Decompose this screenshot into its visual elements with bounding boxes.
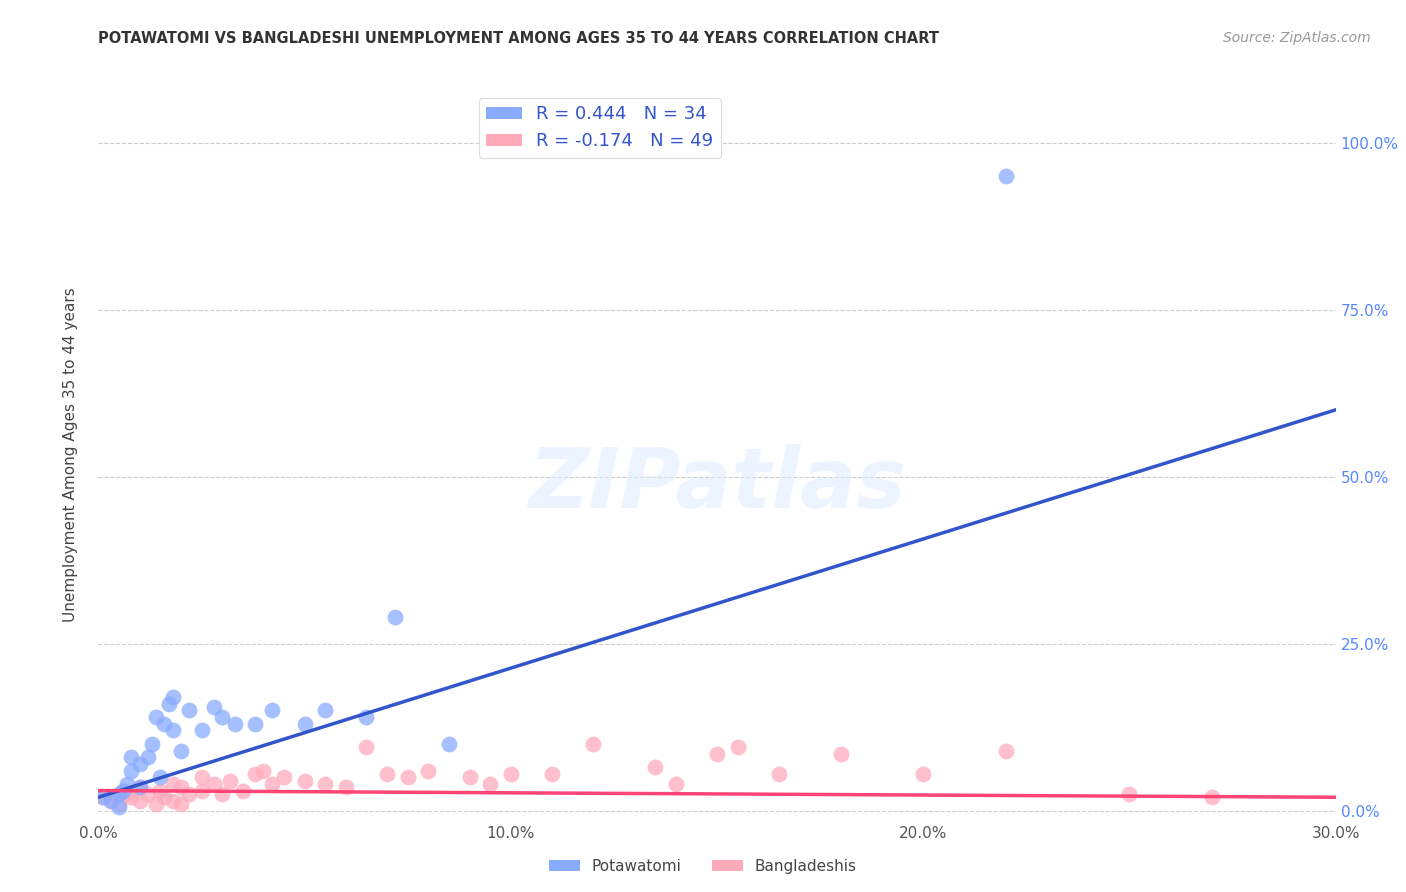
- Point: [1118, 787, 1140, 801]
- Point: [479, 777, 502, 791]
- Point: [190, 783, 212, 797]
- Point: [100, 794, 122, 808]
- Point: [100, 794, 122, 808]
- Point: [335, 780, 357, 795]
- Point: [120, 790, 142, 805]
- Point: [120, 750, 142, 764]
- Point: [458, 770, 481, 784]
- Point: [243, 767, 266, 781]
- Point: [108, 800, 131, 814]
- Point: [170, 780, 193, 795]
- Point: [994, 169, 1017, 183]
- Point: [145, 797, 167, 811]
- Point: [136, 750, 159, 764]
- Point: [994, 743, 1017, 757]
- Point: [170, 743, 193, 757]
- Point: [170, 797, 193, 811]
- Point: [190, 770, 212, 784]
- Point: [631, 136, 654, 150]
- Point: [162, 690, 184, 704]
- Point: [190, 723, 212, 738]
- Point: [356, 740, 378, 755]
- Point: [665, 777, 688, 791]
- Point: [623, 136, 645, 150]
- Point: [117, 787, 139, 801]
- Point: [314, 703, 336, 717]
- Point: [149, 783, 172, 797]
- Point: [644, 760, 666, 774]
- Point: [112, 783, 135, 797]
- Point: [727, 740, 749, 755]
- Point: [153, 790, 176, 805]
- Point: [499, 767, 522, 781]
- Point: [211, 787, 233, 801]
- Point: [243, 716, 266, 731]
- Point: [112, 783, 135, 797]
- Point: [396, 770, 419, 784]
- Point: [224, 716, 246, 731]
- Point: [375, 767, 398, 781]
- Point: [179, 703, 201, 717]
- Point: [541, 767, 564, 781]
- Point: [219, 773, 242, 788]
- Point: [145, 710, 167, 724]
- Point: [232, 783, 254, 797]
- Point: [294, 716, 316, 731]
- Point: [91, 790, 114, 805]
- Point: [162, 723, 184, 738]
- Text: ZIPatlas: ZIPatlas: [529, 443, 905, 524]
- Y-axis label: Unemployment Among Ages 35 to 44 years: Unemployment Among Ages 35 to 44 years: [63, 287, 77, 623]
- Point: [912, 767, 935, 781]
- Point: [153, 716, 176, 731]
- Point: [141, 737, 163, 751]
- Point: [202, 777, 225, 791]
- Point: [582, 737, 605, 751]
- Point: [252, 764, 274, 778]
- Point: [314, 777, 336, 791]
- Point: [294, 773, 316, 788]
- Point: [149, 770, 172, 784]
- Point: [136, 787, 159, 801]
- Point: [418, 764, 440, 778]
- Point: [128, 756, 150, 771]
- Text: Source: ZipAtlas.com: Source: ZipAtlas.com: [1223, 31, 1371, 45]
- Legend: Potawatomi, Bangladeshis: Potawatomi, Bangladeshis: [543, 853, 863, 880]
- Point: [706, 747, 728, 761]
- Point: [273, 770, 295, 784]
- Text: POTAWATOMI VS BANGLADESHI UNEMPLOYMENT AMONG AGES 35 TO 44 YEARS CORRELATION CHA: POTAWATOMI VS BANGLADESHI UNEMPLOYMENT A…: [98, 31, 939, 46]
- Point: [128, 794, 150, 808]
- Point: [1201, 790, 1223, 805]
- Point: [437, 737, 460, 751]
- Point: [91, 790, 114, 805]
- Point: [128, 780, 150, 795]
- Point: [768, 767, 790, 781]
- Point: [830, 747, 852, 761]
- Point: [117, 777, 139, 791]
- Point: [120, 764, 142, 778]
- Point: [202, 700, 225, 714]
- Point: [108, 787, 131, 801]
- Point: [260, 703, 283, 717]
- Point: [108, 797, 131, 811]
- Point: [157, 697, 180, 711]
- Point: [384, 610, 406, 624]
- Point: [179, 787, 201, 801]
- Point: [260, 777, 283, 791]
- Point: [356, 710, 378, 724]
- Point: [128, 780, 150, 795]
- Point: [162, 794, 184, 808]
- Point: [211, 710, 233, 724]
- Point: [162, 777, 184, 791]
- Legend: R = 0.444   N = 34, R = -0.174   N = 49: R = 0.444 N = 34, R = -0.174 N = 49: [478, 98, 721, 158]
